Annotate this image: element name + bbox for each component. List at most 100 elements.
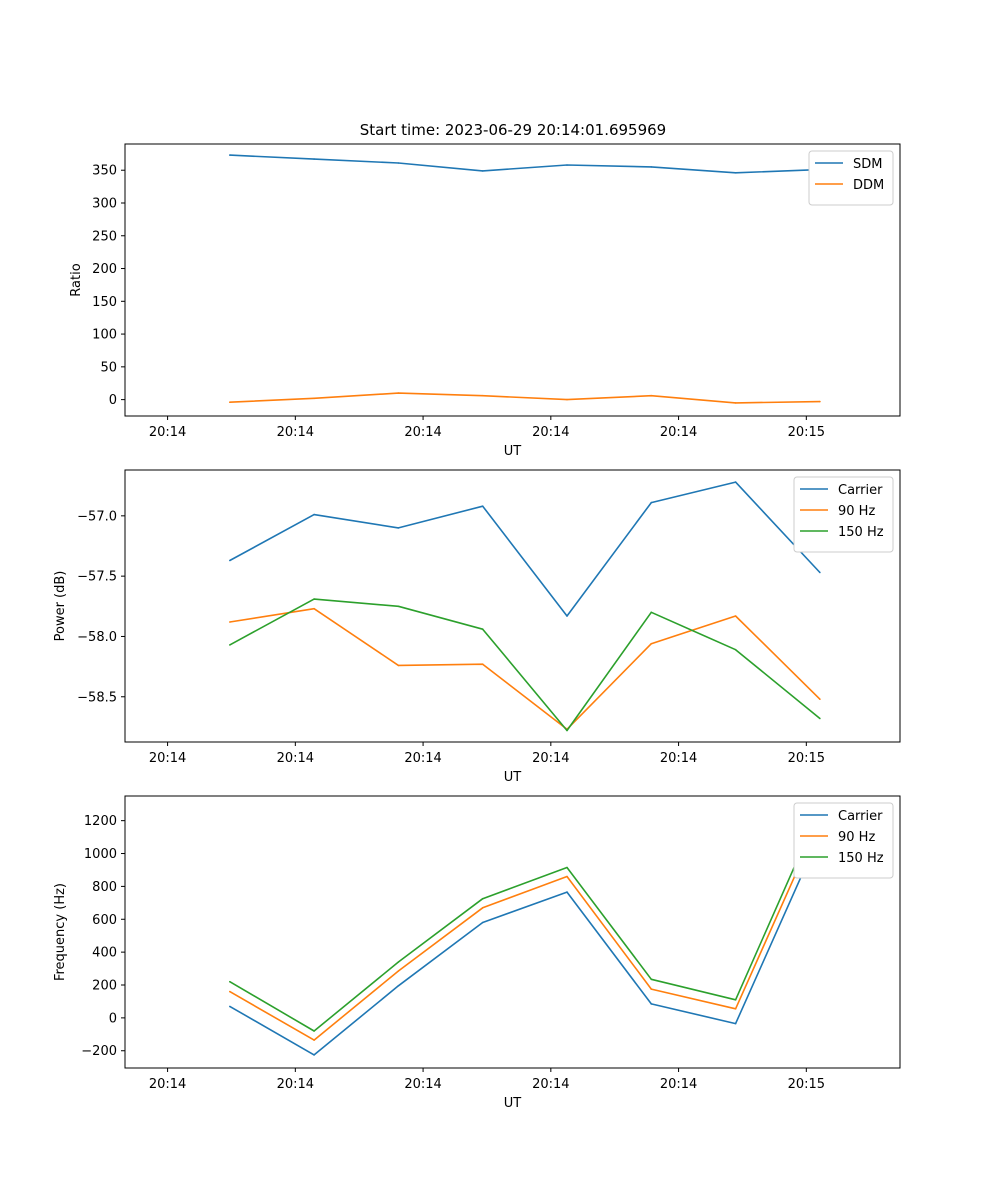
legend-label-2: 90 Hz — [838, 830, 875, 845]
y-tick-label: 250 — [92, 229, 117, 244]
y-tick-label: −57.0 — [77, 509, 117, 524]
data-point — [397, 392, 400, 394]
data-point — [734, 1022, 737, 1025]
axes-frame — [124, 143, 901, 417]
data-point — [397, 970, 400, 972]
data-point — [481, 897, 484, 900]
x-tick-label: 20:15 — [788, 425, 825, 440]
series-line-2 — [229, 607, 821, 731]
y-axis-label: Ratio — [69, 263, 84, 296]
data-point — [313, 607, 315, 610]
data-point — [313, 1039, 315, 1041]
y-tick-label: −200 — [81, 1044, 117, 1059]
y-tick-label: 150 — [92, 295, 117, 310]
data-point — [481, 170, 484, 172]
data-point — [734, 402, 737, 404]
subplot-2: 20:14 20:14 20:14 20:14 20:14 20:15 −57.0 −57.5… — [53, 469, 901, 785]
x-tick-label: 20:14 — [149, 1077, 186, 1092]
legend-box — [793, 802, 894, 879]
data-point — [650, 642, 653, 645]
subplots: 20:14 20:14 20:14 20:14 20:14 20:15 0 50 100 150 2… — [53, 143, 901, 1111]
y-tick-label: 600 — [92, 913, 117, 928]
data-point — [229, 644, 231, 646]
y-tick-label: 1000 — [84, 847, 117, 862]
x-axis-label: UT — [504, 1096, 522, 1111]
axes-frame — [124, 795, 901, 1069]
subplot-3: 20:14 20:14 20:14 20:14 20:14 20:15 −200 0 200 40… — [53, 795, 901, 1111]
data-point — [819, 717, 821, 720]
data-point — [566, 875, 568, 878]
data-point — [650, 988, 653, 990]
y-tick-label: 350 — [92, 164, 117, 179]
x-tick-label: 20:14 — [149, 425, 186, 440]
x-tick-label: 20:14 — [660, 751, 697, 766]
data-point — [229, 154, 231, 156]
data-point — [819, 400, 821, 403]
data-point — [397, 527, 400, 529]
data-point — [481, 628, 484, 630]
data-point — [734, 999, 737, 1001]
x-tick-label: 20:14 — [404, 1077, 441, 1092]
data-point — [650, 501, 653, 504]
legend-label-1: Carrier — [838, 483, 883, 498]
data-point — [313, 158, 315, 160]
data-point — [313, 1054, 315, 1056]
data-point — [566, 729, 568, 732]
legend-label-2: DDM — [853, 178, 884, 193]
y-tick-label: 100 — [92, 328, 117, 343]
figure-title: Start time: 2023-06-29 20:14:01.695969 — [360, 121, 666, 139]
data-point — [229, 980, 231, 983]
legend-label-2: 90 Hz — [838, 504, 875, 519]
data-point — [313, 598, 315, 600]
y-tick-label: −57.5 — [77, 570, 117, 585]
data-point — [481, 505, 484, 508]
data-point — [566, 866, 568, 869]
x-axis-label: UT — [504, 770, 522, 785]
y-tick-label: 200 — [92, 262, 117, 277]
data-point — [734, 481, 737, 483]
y-tick-label: −58.0 — [77, 630, 117, 645]
data-point — [650, 1003, 653, 1005]
data-point — [229, 559, 231, 562]
data-point — [313, 397, 315, 400]
data-point — [650, 166, 653, 168]
x-tick-label: 20:14 — [532, 425, 569, 440]
data-point — [650, 611, 653, 614]
series-line-2 — [229, 819, 821, 1041]
data-point — [734, 615, 737, 617]
x-tick-label: 20:14 — [149, 751, 186, 766]
series-line-1 — [229, 154, 820, 174]
y-tick-label: 0 — [109, 1011, 117, 1026]
x-axis-label: UT — [504, 444, 522, 459]
data-point — [481, 907, 484, 909]
data-point — [229, 401, 231, 404]
series-line-3 — [229, 598, 821, 732]
series-line-2 — [229, 392, 820, 404]
y-tick-label: 1200 — [84, 814, 117, 829]
x-tick-label: 20:15 — [788, 751, 825, 766]
x-tick-label: 20:14 — [532, 751, 569, 766]
data-point — [229, 1005, 231, 1008]
x-tick-label: 20:14 — [277, 1077, 314, 1092]
data-point — [734, 1008, 737, 1010]
legend-label-3: 150 Hz — [838, 851, 884, 866]
x-tick-label: 20:14 — [277, 751, 314, 766]
data-point — [481, 394, 484, 397]
y-tick-label: 800 — [92, 880, 117, 895]
data-point — [397, 985, 400, 987]
series-line-1 — [229, 481, 821, 617]
y-tick-label: 200 — [92, 979, 117, 994]
y-tick-label: 50 — [100, 360, 117, 375]
data-point — [397, 961, 400, 963]
subplot-1: 20:14 20:14 20:14 20:14 20:14 20:15 0 50 100 150 2… — [69, 143, 901, 459]
data-point — [566, 615, 568, 617]
y-tick-label: 0 — [109, 393, 117, 408]
x-tick-label: 20:15 — [788, 1077, 825, 1092]
data-point — [481, 663, 484, 665]
y-axis-label: Frequency (Hz) — [53, 883, 68, 981]
data-point — [313, 1030, 315, 1032]
series-line-3 — [229, 808, 821, 1032]
data-point — [229, 621, 231, 623]
data-point — [397, 605, 400, 608]
